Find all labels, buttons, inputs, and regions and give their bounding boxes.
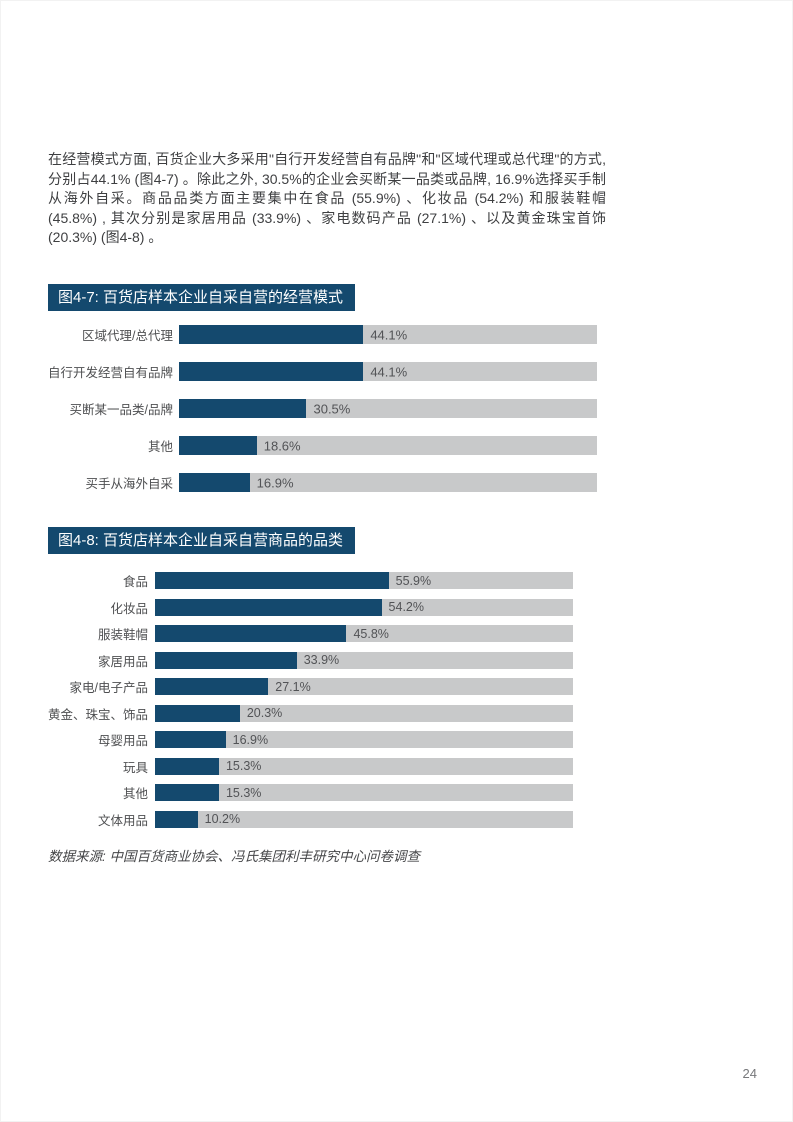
- bar-track: 18.6%: [179, 436, 597, 455]
- bar-value-label: 16.9%: [256, 475, 294, 490]
- bar-category-label: 家电/电子产品: [69, 681, 148, 695]
- bar-value-label: 18.6%: [263, 438, 301, 453]
- bar-fill: [155, 651, 297, 669]
- bar-fill: [179, 473, 250, 492]
- bar-track: 10.2%: [155, 810, 573, 828]
- bar-fill: [155, 598, 382, 616]
- bar-row: 区域代理/总代理 44.1%: [48, 325, 597, 344]
- bar-fill: [179, 362, 364, 381]
- bar-track: 20.3%: [155, 704, 573, 722]
- bar-track: 16.9%: [179, 473, 597, 492]
- bar-fill: [155, 731, 226, 748]
- bar-track: 33.9%: [155, 651, 573, 669]
- bar-row: 母婴用品 16.9%: [48, 731, 573, 748]
- bar-category-label: 买断某一品类/品牌: [69, 403, 173, 417]
- bar-category-label: 其他: [122, 787, 148, 801]
- bar-category-label: 黄金、珠宝、饰品: [48, 707, 149, 722]
- figure-4-7-bars: 区域代理/总代理 44.1% 自行开发经营自有品牌 44.1% 买断某一品类/品牌 30.…: [48, 325, 597, 492]
- bar-fill: [179, 325, 364, 344]
- bar-value-label: 45.8%: [353, 626, 389, 641]
- bar-value-label: 10.2%: [204, 812, 241, 826]
- bar-category-label: 服装鞋帽: [97, 628, 148, 642]
- bar-track: 27.1%: [155, 678, 573, 695]
- bar-row: 服装鞋帽 45.8%: [48, 625, 573, 642]
- bar-row: 家电/电子产品 27.1%: [48, 678, 573, 695]
- bar-row: 买手从海外自采 16.9%: [48, 473, 597, 492]
- bar-value-label: 27.1%: [275, 679, 311, 694]
- bar-value-label: 54.2%: [388, 600, 424, 614]
- bar-fill: [155, 757, 219, 775]
- bar-category-label: 玩具: [122, 760, 148, 775]
- bar-fill: [155, 704, 240, 722]
- bar-value-label: 16.9%: [232, 732, 269, 747]
- bar-category-label: 买手从海外自采: [85, 477, 173, 491]
- figure-4-7-title: 图4-7: 百货店样本企业自采自营的经营模式: [48, 284, 356, 311]
- bar-row: 买断某一品类/品牌 30.5%: [48, 399, 597, 418]
- bar-category-label: 其他: [147, 440, 173, 454]
- bar-category-label: 母婴用品: [97, 734, 148, 748]
- bar-fill: [155, 784, 219, 801]
- bar-value-label: 15.3%: [225, 759, 262, 773]
- bar-row: 其他 15.3%: [48, 784, 573, 801]
- bar-category-label: 自行开发经营自有品牌: [48, 366, 174, 380]
- bar-value-label: 20.3%: [246, 706, 283, 720]
- bar-row: 文体用品 10.2%: [48, 810, 573, 828]
- bar-value-label: 15.3%: [225, 785, 262, 800]
- bar-track: 15.3%: [155, 757, 573, 775]
- body-paragraph: 在经营模式方面, 百货企业大多采用"自行开发经营自有品牌"和"区域代理或总代理"…: [48, 151, 606, 245]
- bar-track: 16.9%: [155, 731, 573, 748]
- bar-value-label: 44.1%: [370, 364, 408, 379]
- bar-fill: [155, 625, 347, 642]
- bar-row: 化妆品 54.2%: [48, 598, 573, 616]
- page-number: 24: [742, 1066, 757, 1081]
- bar-fill: [155, 678, 269, 695]
- figure-4-7: 图4-7: 百货店样本企业自采自营的经营模式 区域代理/总代理 44.1% 自行开发…: [48, 284, 597, 510]
- bar-track: 44.1%: [179, 362, 597, 381]
- bar-fill: [155, 810, 198, 828]
- bar-row: 家居用品 33.9%: [48, 651, 573, 669]
- bar-track: 15.3%: [155, 784, 573, 801]
- bar-category-label: 化妆品: [110, 601, 148, 616]
- bar-track: 54.2%: [155, 598, 573, 616]
- bar-category-label: 食品: [122, 575, 148, 589]
- bar-track: 55.9%: [155, 572, 573, 589]
- bar-fill: [179, 436, 257, 455]
- bar-fill: [179, 399, 307, 418]
- bar-value-label: 44.1%: [370, 327, 408, 342]
- figure-4-8-bars: 食品 55.9% 化妆品 54.2% 服装鞋帽 45.8% 家居用品 33.9% 家电/电子产品…: [48, 572, 573, 828]
- bar-row: 食品 55.9%: [48, 572, 573, 589]
- bar-value-label: 33.9%: [303, 653, 340, 667]
- bar-value-label: 55.9%: [395, 573, 432, 588]
- bar-track: 45.8%: [155, 625, 573, 642]
- bar-category-label: 家居用品: [97, 654, 148, 669]
- bar-category-label: 文体用品: [97, 813, 148, 828]
- figure-4-8-title: 图4-8: 百货店样本企业自采自营商品的品类: [48, 527, 356, 554]
- bar-row: 黄金、珠宝、饰品 20.3%: [48, 704, 573, 722]
- bar-fill: [155, 572, 389, 589]
- source-note: 数据来源: 中国百货商业协会、冯氏集团利丰研究中心问卷调查: [48, 849, 421, 864]
- bar-row: 其他 18.6%: [48, 436, 597, 455]
- bar-track: 30.5%: [179, 399, 597, 418]
- figure-4-8: 图4-8: 百货店样本企业自采自营商品的品类 食品 55.9% 化妆品 54.2% 服装…: [48, 527, 573, 837]
- bar-track: 44.1%: [179, 325, 597, 344]
- bar-row: 玩具 15.3%: [48, 757, 573, 775]
- bar-row: 自行开发经营自有品牌 44.1%: [48, 362, 597, 381]
- bar-value-label: 30.5%: [313, 401, 351, 416]
- bar-category-label: 区域代理/总代理: [82, 329, 173, 343]
